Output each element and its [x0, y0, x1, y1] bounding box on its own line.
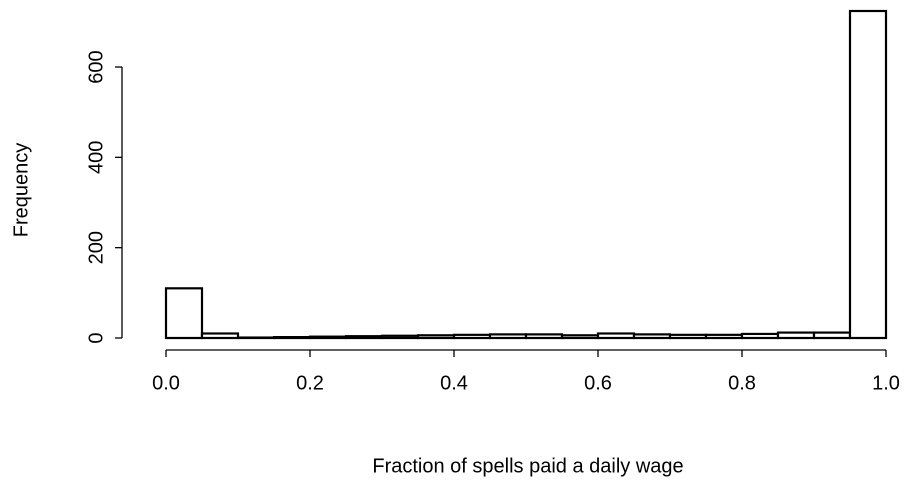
bar: [452, 333, 492, 340]
x-tick-label: 0.0: [152, 372, 180, 394]
x-tick-label: 0.6: [584, 372, 612, 394]
bar: [668, 333, 708, 340]
bar: [524, 333, 564, 340]
bar: [740, 332, 780, 340]
bar: [164, 287, 204, 340]
x-tick-label: 1.0: [872, 372, 900, 394]
bar: [632, 333, 672, 340]
bar: [596, 332, 636, 340]
bar: [344, 335, 384, 340]
y-axis-label: Frequency: [10, 143, 32, 238]
x-tick-label: 0.4: [440, 372, 468, 394]
bar: [848, 9, 888, 340]
bar: [704, 333, 744, 340]
x-tick-label: 0.8: [728, 372, 756, 394]
bar: [812, 331, 852, 340]
bar: [380, 334, 420, 340]
x-axis-label: Fraction of spells paid a daily wage: [372, 455, 683, 477]
y-tick-label: 400: [85, 141, 107, 174]
bar: [416, 334, 456, 340]
bar: [488, 333, 528, 340]
x-tick-label: 0.2: [296, 372, 324, 394]
bar: [308, 335, 348, 340]
bar: [200, 332, 240, 340]
y-tick-label: 200: [85, 231, 107, 264]
y-tick-label: 600: [85, 50, 107, 83]
bar: [272, 335, 312, 340]
y-tick-label: 0: [85, 332, 107, 343]
bar: [560, 334, 600, 340]
bar: [776, 331, 816, 340]
